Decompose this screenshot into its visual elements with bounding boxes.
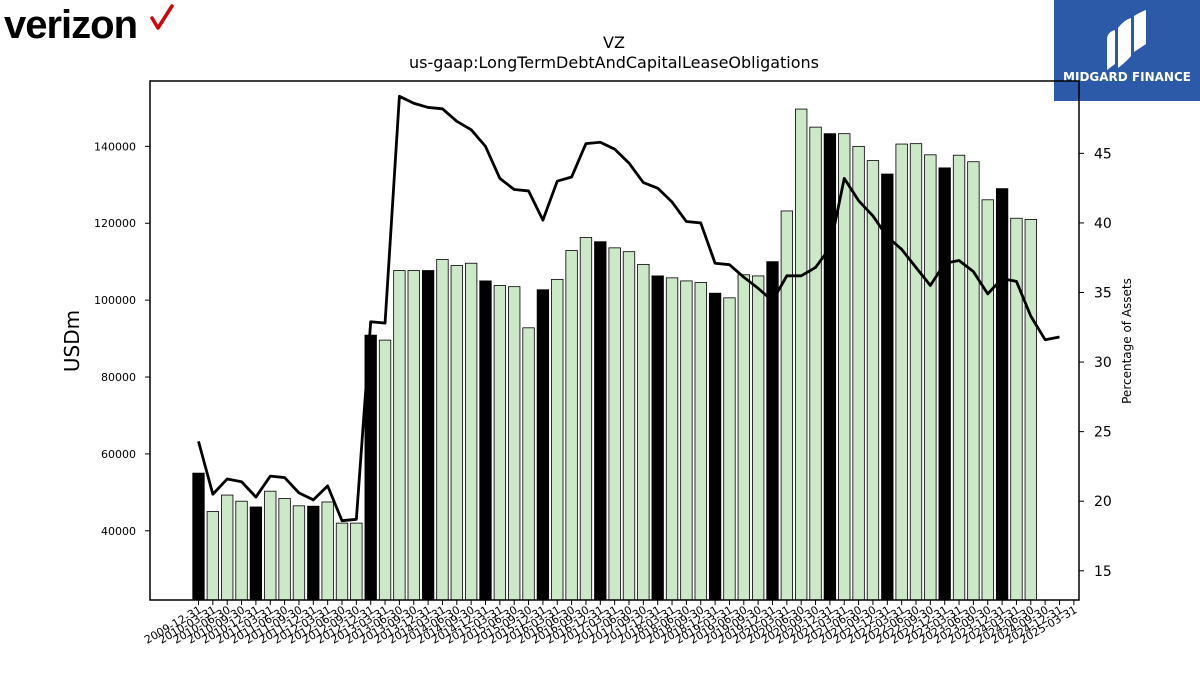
bar bbox=[264, 490, 277, 601]
bar bbox=[565, 250, 578, 601]
bar bbox=[680, 280, 693, 601]
bar bbox=[421, 270, 435, 601]
bar bbox=[206, 511, 220, 601]
bar bbox=[551, 278, 564, 601]
verizon-check-icon bbox=[150, 4, 174, 30]
y-tick-label: 80000 bbox=[101, 371, 136, 384]
bar bbox=[307, 505, 320, 601]
bar bbox=[235, 500, 248, 601]
chart-subtitle: us-gaap:LongTermDebtAndCapitalLeaseOblig… bbox=[409, 53, 819, 72]
y-axis-right: 15 20 25 30 35 40 45 bbox=[1079, 146, 1112, 580]
bar bbox=[708, 292, 722, 601]
bar bbox=[321, 501, 334, 601]
bar bbox=[192, 472, 205, 601]
y-axis-left: 40000 60000 80000 100000 120000 140000 bbox=[94, 140, 150, 538]
bar bbox=[536, 289, 550, 601]
bar bbox=[795, 108, 808, 601]
y-tick-label: 120000 bbox=[94, 217, 136, 230]
bar bbox=[522, 327, 535, 601]
verizon-logo: verizon bbox=[4, 3, 174, 47]
bar bbox=[450, 265, 463, 601]
midgard-finance-logo: MIDGARD FINANCE bbox=[1054, 0, 1200, 101]
bar bbox=[866, 160, 880, 601]
bar bbox=[1010, 217, 1023, 601]
bar bbox=[594, 241, 607, 601]
y2-tick-label: 40 bbox=[1094, 216, 1112, 232]
bar bbox=[622, 251, 636, 601]
y2-tick-label: 45 bbox=[1094, 146, 1112, 162]
y2-tick-label: 35 bbox=[1094, 285, 1112, 301]
bar bbox=[723, 297, 736, 601]
bar bbox=[924, 154, 937, 601]
bar bbox=[995, 188, 1009, 601]
bar bbox=[1024, 218, 1037, 601]
bar bbox=[967, 161, 980, 601]
bar bbox=[335, 522, 349, 601]
line-group bbox=[197, 94, 1060, 523]
bar bbox=[895, 143, 908, 601]
bars-group bbox=[192, 108, 1037, 601]
bar bbox=[651, 275, 664, 601]
chart-title: VZ bbox=[603, 33, 625, 52]
bar bbox=[393, 270, 406, 601]
bar bbox=[436, 258, 449, 601]
bar bbox=[766, 261, 779, 601]
bar bbox=[479, 280, 492, 601]
bar bbox=[221, 494, 234, 601]
series-line bbox=[197, 94, 1060, 523]
y2-tick-label: 15 bbox=[1094, 564, 1112, 580]
y2-axis-label: Percentage of Assets bbox=[1120, 278, 1134, 404]
y-tick-label: 140000 bbox=[94, 140, 136, 153]
y2-tick-label: 30 bbox=[1094, 355, 1112, 371]
midgard-emblem-icon bbox=[1107, 10, 1146, 70]
bar bbox=[493, 285, 507, 601]
midgard-logo-text: MIDGARD FINANCE bbox=[1063, 70, 1191, 84]
bar bbox=[952, 154, 966, 601]
bar bbox=[407, 270, 420, 601]
bar bbox=[249, 506, 263, 601]
y2-tick-label: 25 bbox=[1094, 425, 1112, 441]
y-tick-label: 40000 bbox=[101, 525, 136, 538]
bar bbox=[665, 277, 679, 601]
bar bbox=[780, 210, 793, 601]
bar bbox=[637, 263, 650, 601]
bar bbox=[608, 247, 621, 601]
y2-tick-label: 20 bbox=[1094, 494, 1112, 510]
y-tick-label: 60000 bbox=[101, 448, 136, 461]
bar bbox=[292, 505, 306, 601]
verizon-logo-text: verizon bbox=[4, 3, 137, 47]
bar bbox=[809, 126, 822, 601]
bar bbox=[823, 133, 837, 601]
bar bbox=[464, 262, 478, 601]
bar bbox=[909, 143, 923, 601]
bar bbox=[378, 339, 392, 601]
bar bbox=[694, 282, 707, 601]
x-axis: 2009-12-312010-03-312010-06-302010-09-30… bbox=[142, 600, 1079, 647]
y-axis-label: USDm bbox=[60, 310, 84, 372]
bar bbox=[981, 199, 994, 601]
bar bbox=[579, 237, 593, 601]
bar bbox=[278, 498, 291, 601]
y-tick-label: 100000 bbox=[94, 294, 136, 307]
bar bbox=[737, 274, 750, 601]
bar bbox=[508, 286, 521, 601]
bar bbox=[350, 522, 363, 601]
bar bbox=[938, 167, 951, 601]
bar bbox=[752, 275, 765, 601]
bar bbox=[852, 145, 865, 601]
